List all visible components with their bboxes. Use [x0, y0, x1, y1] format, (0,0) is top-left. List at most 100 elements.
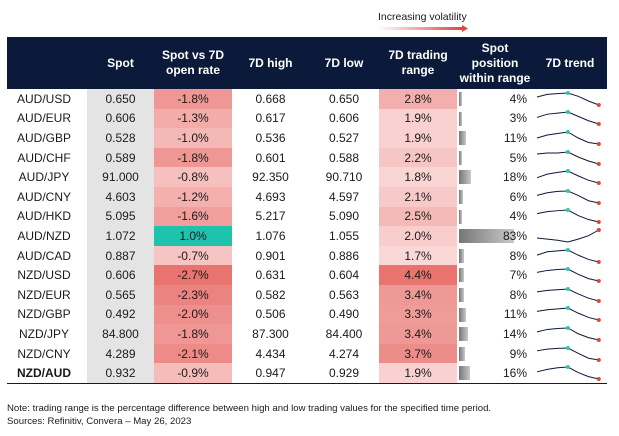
- table-row: AUD/CAD 0.887 -0.7% 0.901 0.886 1.7% 8%: [7, 245, 607, 266]
- pair-label: AUD/CAD: [16, 248, 71, 263]
- spot-value: 4.289: [87, 343, 154, 364]
- 7d-low-value: 0.563: [328, 287, 360, 302]
- trend-last-point: [596, 337, 601, 342]
- trend-sparkline-cell: [533, 246, 607, 266]
- position-bar: [459, 307, 467, 322]
- fx-volatility-table: Spot Spot vs 7D open rate 7D high 7D low 7D t…: [7, 37, 607, 384]
- 7d-high-value: 5.217: [255, 209, 286, 224]
- trend-high-point: [565, 188, 570, 193]
- spot-position-value: 3%: [457, 109, 533, 129]
- spot-position-value: 83%: [457, 226, 533, 246]
- position-label: 18%: [502, 170, 527, 185]
- position-bar: [459, 248, 465, 263]
- 7d-high-value: 1.076: [255, 228, 286, 243]
- pair-label: NZD/USD: [17, 268, 71, 283]
- position-bar: [459, 150, 463, 165]
- pair-label: NZD/EUR: [17, 287, 71, 302]
- table-row: AUD/EUR 0.606 -1.3% 0.617 0.606 1.9% 3%: [7, 108, 607, 129]
- position-bar: [459, 229, 514, 244]
- 7d-range-value: 2.2%: [379, 147, 457, 168]
- spot-value: 84.800: [87, 324, 154, 344]
- trend-high-point: [565, 286, 570, 291]
- trend-sparkline: [536, 345, 601, 362]
- spot-vs-open-value: -1.8%: [154, 324, 232, 344]
- trend-last-point: [596, 377, 601, 382]
- spot-value: 4.603: [87, 186, 154, 207]
- pair-label: NZD/GBP: [17, 307, 71, 322]
- 7d-high-value: 87.300: [252, 326, 289, 341]
- 7d-range-value: 1.8%: [379, 167, 457, 187]
- table-row: NZD/GBP 0.492 -2.0% 0.506 0.490 3.3% 11%: [7, 304, 607, 325]
- table-header-row: Spot Spot vs 7D open rate 7D high 7D low 7D t…: [7, 37, 607, 89]
- 7d-low-value: 4.597: [328, 189, 360, 204]
- position-bar: [459, 268, 464, 283]
- spot-vs-open-value: -1.8%: [154, 89, 232, 109]
- spot-value: 0.589: [87, 147, 154, 168]
- trend-last-point: [596, 298, 601, 303]
- trend-sparkline-cell: [533, 344, 607, 364]
- spot-value: 5.095: [87, 206, 154, 227]
- trend-high-point: [565, 365, 570, 370]
- 7d-high-value: 0.601: [255, 150, 286, 165]
- position-bar: [459, 346, 465, 361]
- table-row: AUD/NZD 1.072 1.0% 1.076 1.055 2.0% 83%: [7, 226, 607, 246]
- volatility-legend-label: Increasing volatility: [378, 11, 467, 23]
- table-row: NZD/AUD 0.932 -0.9% 0.947 0.929 1.9% 16%: [7, 363, 607, 384]
- spot-position-value: 7%: [457, 265, 533, 285]
- 7d-low-value: 4.274: [328, 346, 360, 361]
- position-label: 3%: [509, 111, 527, 126]
- table-row: AUD/GBP 0.528 -1.0% 0.536 0.527 1.9% 11%: [7, 128, 607, 148]
- table-row: AUD/CHF 0.589 -1.8% 0.601 0.588 2.2% 5%: [7, 147, 607, 168]
- trend-high-point: [565, 129, 570, 134]
- trend-high-point: [565, 325, 570, 330]
- spot-position-value: 9%: [457, 344, 533, 364]
- table-row: NZD/CNY 4.289 -2.1% 4.434 4.274 3.7% 9%: [7, 343, 607, 364]
- volatility-arrow-icon: [378, 25, 468, 32]
- trend-last-point: [596, 279, 601, 284]
- 7d-low-value: 0.606: [328, 111, 360, 126]
- trend-sparkline: [536, 169, 601, 186]
- trend-sparkline-cell: [533, 226, 607, 246]
- trend-last-point: [596, 220, 601, 225]
- trend-sparkline-cell: [533, 109, 607, 129]
- position-label: 6%: [509, 189, 527, 204]
- trend-last-point: [596, 181, 601, 186]
- 7d-low-value: 90.710: [325, 170, 363, 185]
- column-header-spot: Spot: [87, 37, 154, 89]
- pair-label: AUD/USD: [16, 91, 71, 106]
- table-row: AUD/USD 0.650 -1.8% 0.668 0.650 2.8% 4%: [7, 89, 607, 109]
- 7d-low-value: 84.400: [325, 326, 363, 341]
- spot-vs-open-value: -2.7%: [154, 265, 232, 285]
- trend-high-point: [565, 208, 570, 213]
- 7d-low-value: 0.490: [328, 307, 360, 322]
- spot-position-value: 6%: [457, 187, 533, 207]
- 7d-high-value: 0.901: [255, 248, 286, 263]
- trend-sparkline-cell: [533, 89, 607, 109]
- spot-vs-open-value: -1.2%: [154, 186, 232, 207]
- position-bar: [459, 327, 469, 342]
- pair-label: NZD/JPY: [18, 326, 69, 341]
- trend-sparkline: [536, 325, 601, 342]
- trend-sparkline-cell: [533, 265, 607, 285]
- 7d-high-value: 4.693: [255, 189, 286, 204]
- 7d-low-value: 0.588: [328, 150, 360, 165]
- spot-vs-open-value: -2.1%: [154, 343, 232, 364]
- trend-sparkline: [536, 267, 601, 284]
- 7d-range-value: 3.7%: [379, 343, 457, 364]
- position-bar: [459, 131, 467, 146]
- 7d-high-value: 0.536: [255, 130, 286, 145]
- 7d-high-value: 92.350: [252, 170, 289, 185]
- pair-label: AUD/NZD: [17, 228, 71, 243]
- trend-sparkline: [536, 227, 601, 243]
- spot-position-value: 11%: [457, 128, 533, 148]
- spot-value: 0.565: [87, 284, 154, 305]
- trend-sparkline-cell: [533, 167, 607, 187]
- table-row: NZD/USD 0.606 -2.7% 0.631 0.604 4.4% 7%: [7, 265, 607, 285]
- pair-label: AUD/JPY: [18, 170, 70, 185]
- spot-value: 0.606: [87, 108, 154, 129]
- trend-high-point: [565, 345, 570, 350]
- column-header-7d-low: 7D low: [309, 37, 379, 89]
- trend-last-point: [596, 200, 601, 205]
- trend-last-point: [596, 357, 601, 362]
- 7d-high-value: 0.947: [232, 363, 309, 384]
